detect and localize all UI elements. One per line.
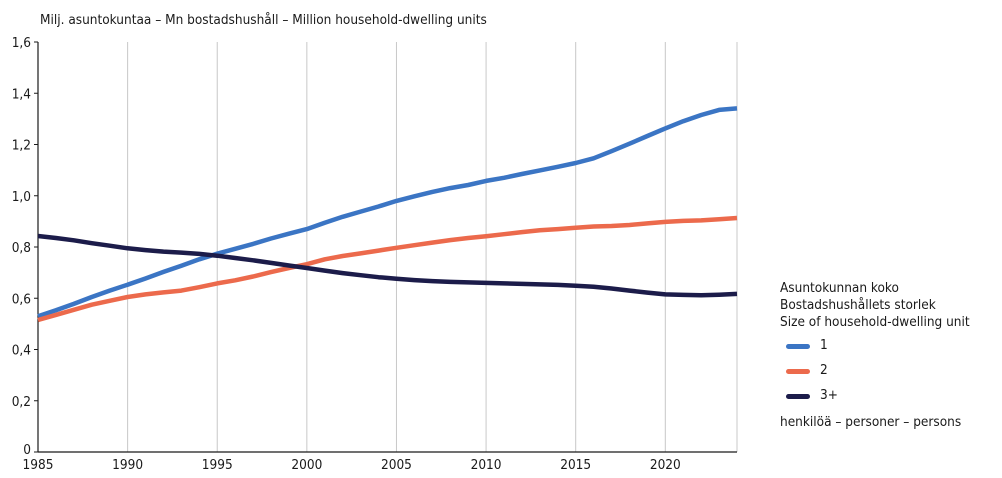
- chart-title: Milj. asuntokuntaa – Mn bostadshushåll –…: [40, 11, 487, 28]
- x-tick-label: 2005: [381, 457, 412, 473]
- y-tick-label: 1,4: [12, 86, 32, 102]
- x-tick-label: 2010: [471, 457, 502, 473]
- y-tick-label: 0,8: [12, 240, 31, 256]
- series-line-2: [37, 215, 738, 323]
- y-tick-label: 1,0: [12, 189, 31, 205]
- legend-label-3plus: 3+: [820, 387, 838, 403]
- series-line-1: [37, 106, 738, 319]
- y-axis-ticks: 0 0,2 0,4 0,6 0,8 1,0 1,2 1,4 1,6: [12, 35, 38, 458]
- series-lines: [37, 106, 738, 323]
- y-tick-label: 1,6: [12, 35, 31, 51]
- legend-item-1: 1: [786, 337, 970, 362]
- x-axis-ticks: 1985 1990 1995 2000 2005 2010 2015 2020: [23, 457, 681, 473]
- legend-swatch-2: [786, 369, 810, 374]
- legend-title-en: Size of household-dwelling unit: [780, 314, 970, 330]
- legend: Asuntokunnan koko Bostadshushållets stor…: [780, 280, 970, 431]
- x-tick-label: 2020: [650, 457, 681, 473]
- x-tick-label: 2015: [560, 457, 591, 473]
- legend-units-note: henkilöä – personer – persons: [780, 414, 962, 430]
- x-tick-label: 1990: [112, 457, 143, 473]
- y-tick-label: 0,2: [12, 394, 31, 410]
- legend-swatch-3plus: [786, 394, 810, 399]
- legend-label-2: 2: [820, 362, 828, 378]
- x-tick-label: 2000: [291, 457, 322, 473]
- y-tick-label: 0,4: [12, 343, 32, 359]
- series-line-3plus: [37, 233, 738, 298]
- x-tick-label: 1985: [23, 457, 54, 473]
- legend-title-fi: Asuntokunnan koko: [780, 280, 899, 296]
- y-tick-label: 1,2: [12, 138, 31, 154]
- legend-title-sv: Bostadshushållets storlek: [780, 297, 936, 313]
- y-tick-label: 0,6: [12, 291, 31, 307]
- legend-label-1: 1: [820, 337, 828, 353]
- legend-item-3plus: 3+: [786, 387, 970, 412]
- gridlines: [127, 42, 738, 452]
- y-tick-label: 0: [23, 442, 31, 458]
- legend-item-2: 2: [786, 362, 970, 387]
- x-tick-label: 1995: [202, 457, 233, 473]
- legend-swatch-1: [786, 344, 810, 349]
